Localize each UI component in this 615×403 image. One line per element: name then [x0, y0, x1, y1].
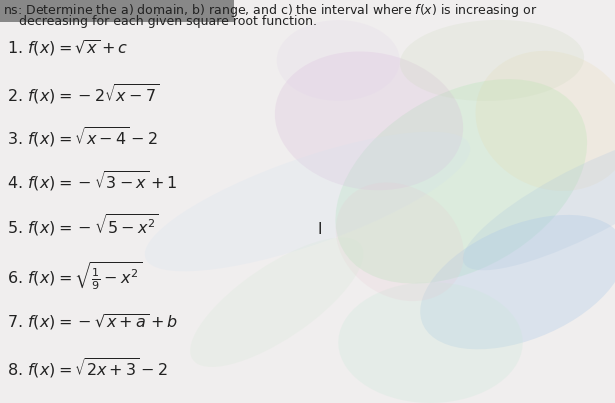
Text: 7. $f(x) = -\sqrt{x + a} + b$: 7. $f(x) = -\sqrt{x + a} + b$	[7, 312, 179, 332]
Ellipse shape	[475, 51, 615, 191]
Ellipse shape	[275, 52, 463, 190]
Ellipse shape	[338, 282, 523, 403]
Ellipse shape	[463, 133, 615, 270]
Text: 6. $f(x) = \sqrt{\frac{1}{9} - x^2}$: 6. $f(x) = \sqrt{\frac{1}{9} - x^2}$	[7, 260, 143, 291]
Ellipse shape	[336, 183, 464, 301]
Text: 4. $f(x) = -\sqrt{3 - x} + 1$: 4. $f(x) = -\sqrt{3 - x} + 1$	[7, 169, 178, 193]
Ellipse shape	[420, 215, 615, 349]
Text: 2. $f(x) = -2\sqrt{x - 7}$: 2. $f(x) = -2\sqrt{x - 7}$	[7, 82, 159, 106]
Ellipse shape	[277, 20, 400, 101]
Ellipse shape	[400, 20, 584, 101]
Text: 1. $f(x) = \sqrt{x} + c$: 1. $f(x) = \sqrt{x} + c$	[7, 38, 129, 58]
Text: 8. $f(x) = \sqrt{2x + 3} - 2$: 8. $f(x) = \sqrt{2x + 3} - 2$	[7, 356, 168, 380]
Text: decreasing for each given square root function.: decreasing for each given square root fu…	[3, 15, 317, 28]
Text: 3. $f(x) = \sqrt{x - 4} - 2$: 3. $f(x) = \sqrt{x - 4} - 2$	[7, 125, 158, 149]
Text: ns: Determine the a) domain, b) range, and c) the interval where $f(x)$ is incre: ns: Determine the a) domain, b) range, a…	[3, 2, 538, 19]
Ellipse shape	[190, 237, 363, 367]
Ellipse shape	[335, 79, 587, 284]
Text: 5. $f(x) = -\sqrt{5 - x^2}$: 5. $f(x) = -\sqrt{5 - x^2}$	[7, 212, 159, 238]
Bar	[0, 0, 234, 22]
Ellipse shape	[145, 132, 470, 271]
Text: I: I	[317, 222, 322, 237]
